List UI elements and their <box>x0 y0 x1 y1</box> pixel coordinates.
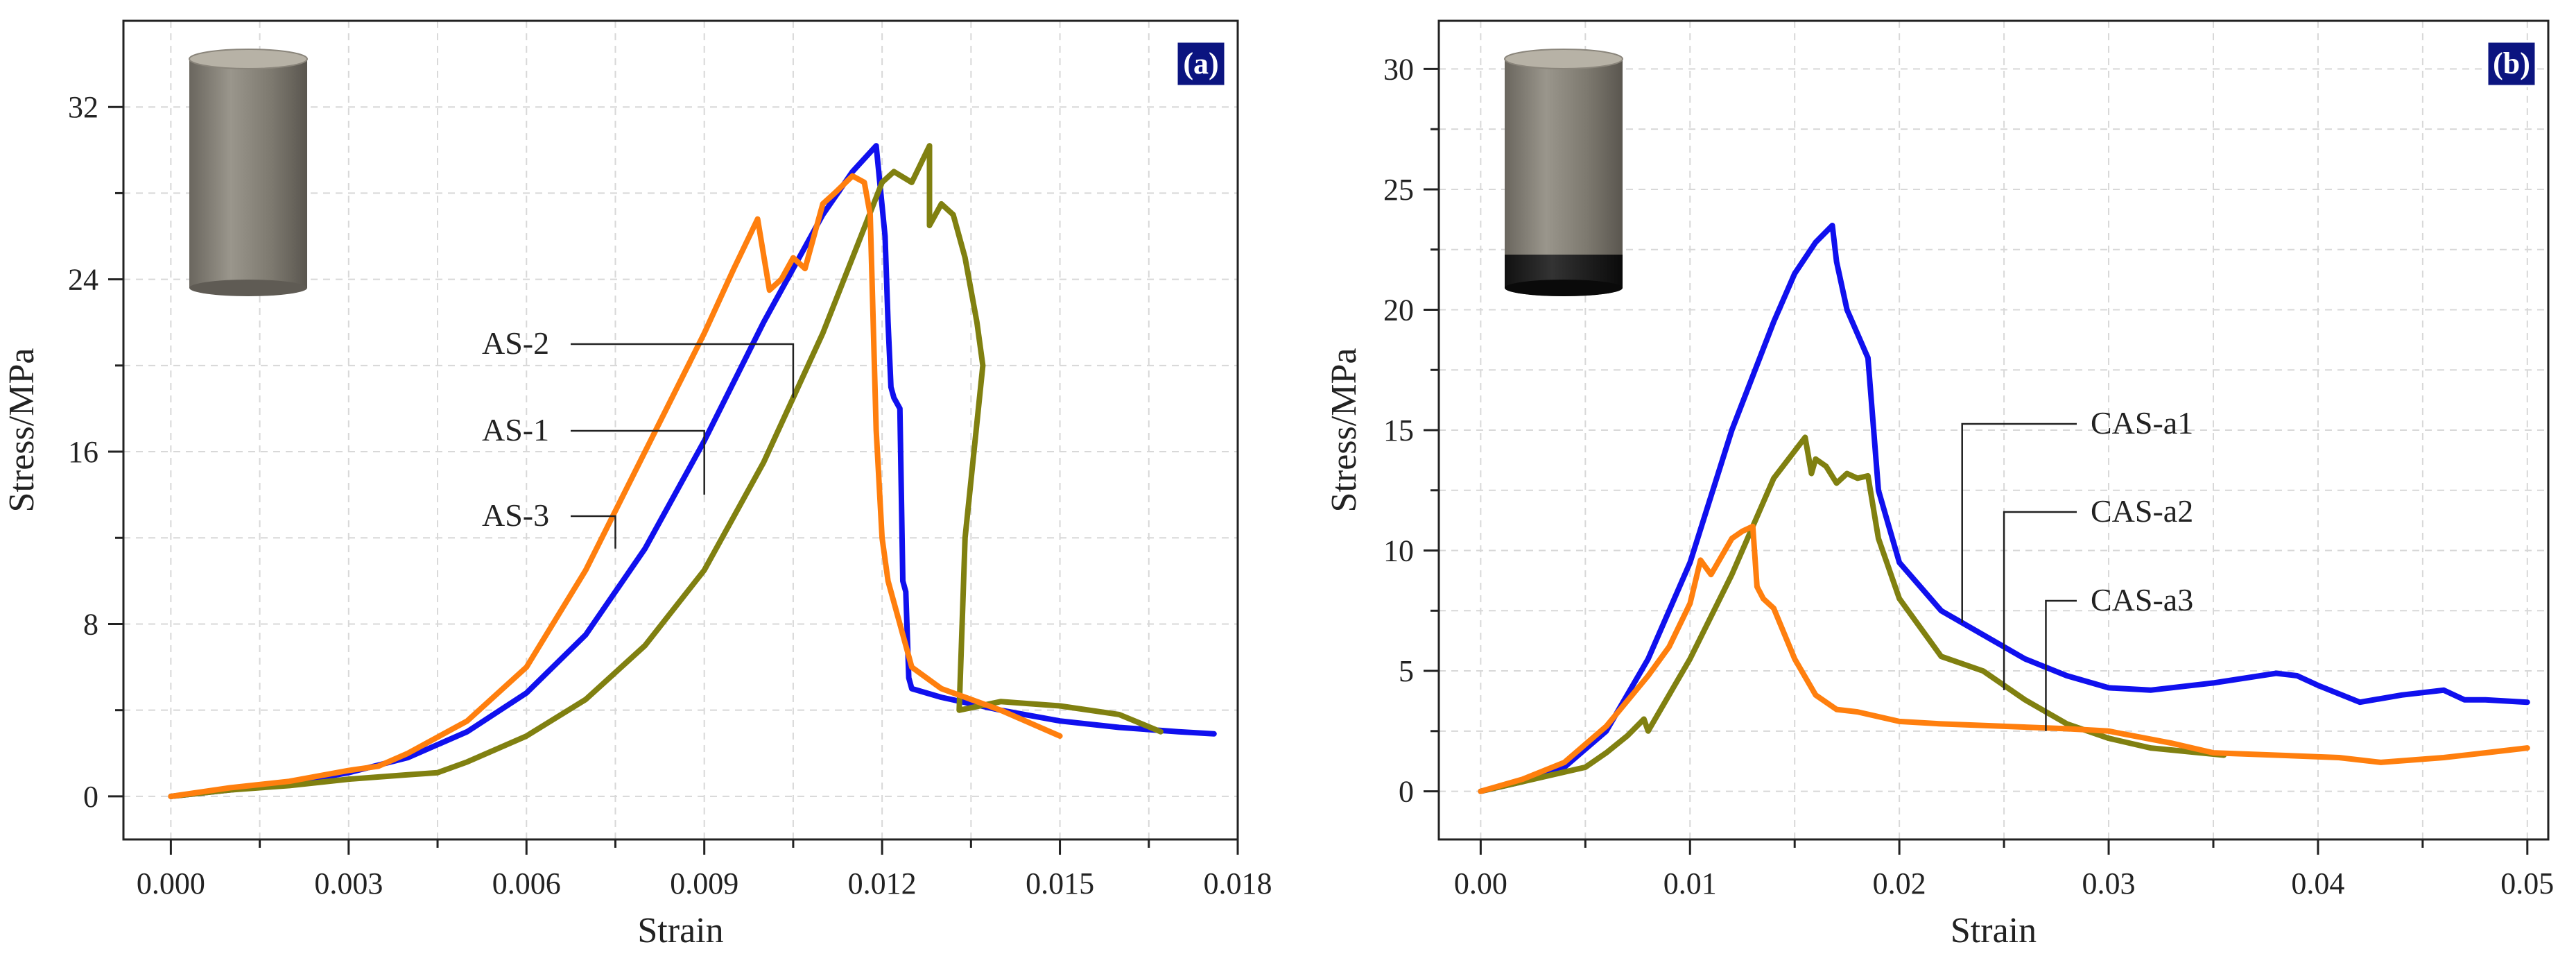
y-tick-label: 20 <box>1383 293 1414 327</box>
x-tick-label: 0.018 <box>1204 867 1272 900</box>
annotation-as-3: AS-3 <box>482 497 616 549</box>
panel-label: (b) <box>2493 46 2530 80</box>
y-tick-label: 16 <box>68 435 98 469</box>
axis-ticks: 0.000 0.003 0.006 0.009 0.012 0.015 0.018 0 8 16 2… <box>68 90 1272 900</box>
x-tick-label: 0.006 <box>492 867 561 900</box>
y-tick-label: 25 <box>1383 173 1414 207</box>
series-line-cas-a1 <box>1478 223 2530 794</box>
series-line-as-1 <box>168 143 1217 799</box>
x-axis-label: Strain <box>637 911 723 950</box>
annotation-cas-a1: CAS-a1 <box>1961 405 2193 623</box>
x-tick-label: 0.01 <box>1663 867 1717 900</box>
annotation-cas-a2: CAS-a2 <box>2003 493 2193 690</box>
x-tick-label: 0.03 <box>2082 867 2136 900</box>
annotation-leader-line <box>571 515 616 549</box>
y-tick-label: 5 <box>1399 654 1414 688</box>
cylinder-icon <box>189 49 308 296</box>
cylinder-body <box>1505 59 1623 288</box>
y-tick-label: 24 <box>68 263 98 297</box>
y-tick-label: 0 <box>1399 775 1414 809</box>
y-axis-label: Stress/MPa <box>1324 348 1364 513</box>
x-tick-label: 0.012 <box>848 867 917 900</box>
annotation-label: CAS-a1 <box>2091 405 2193 441</box>
annotation-as-1: AS-1 <box>482 412 705 495</box>
annotation-label: CAS-a2 <box>2091 493 2193 529</box>
plot-frame <box>122 19 1239 841</box>
annotation-label: AS-3 <box>482 497 549 533</box>
annotation-leader-line <box>1961 422 2077 623</box>
x-tick-label: 0.015 <box>1026 867 1094 900</box>
x-tick-label: 0.003 <box>314 867 383 900</box>
annotation-leader-line <box>2003 511 2077 690</box>
x-tick-label: 0.000 <box>137 867 205 900</box>
annotation-label: CAS-a3 <box>2091 582 2193 617</box>
y-tick-label: 10 <box>1383 534 1414 568</box>
y-axis-label: Stress/MPa <box>2 348 42 513</box>
y-tick-label: 0 <box>83 780 98 814</box>
coated-cylinder-icon <box>1504 49 1623 296</box>
x-tick-label: 0.00 <box>1454 867 1507 900</box>
panel-label-badge <box>2486 40 2537 87</box>
annotation-label: AS-2 <box>482 325 549 361</box>
series-line-cas-a3 <box>1478 523 2530 794</box>
panel-label: (a) <box>1183 46 1218 80</box>
x-tick-label: 0.02 <box>1873 867 1926 900</box>
annotation-label: AS-1 <box>482 412 549 447</box>
chart-panel-a: 0.000 0.003 0.006 0.009 0.012 0.015 0.018 0 8 16 2… <box>2 19 1272 950</box>
annotation-cas-a3: CAS-a3 <box>2045 582 2193 731</box>
y-tick-label: 8 <box>83 607 98 641</box>
series-line-as-2 <box>168 143 1164 799</box>
annotation-leader-line <box>2045 599 2077 731</box>
cylinder-top <box>1504 49 1623 69</box>
x-tick-label: 0.05 <box>2500 867 2554 900</box>
x-axis-label: Strain <box>1951 911 2037 950</box>
x-tick-label: 0.04 <box>2291 867 2344 900</box>
cylinder-bottom <box>189 280 307 296</box>
series-line-as-3 <box>168 173 1063 799</box>
cylinder-coating-bottom <box>1505 280 1623 296</box>
x-tick-label: 0.009 <box>670 867 738 900</box>
annotation-as-2: AS-2 <box>482 325 795 398</box>
gridlines <box>1439 21 2548 839</box>
y-tick-label: 32 <box>68 90 98 124</box>
annotation-leader-line <box>571 343 795 398</box>
panel-label-badge <box>1175 40 1227 87</box>
y-tick-label: 30 <box>1383 52 1414 86</box>
chart-panel-b: 0.00 0.01 0.02 0.03 0.04 0.05 0 5 10 15 20 25 30 Stra… <box>1324 19 2554 950</box>
annotation-leader-line <box>571 429 705 495</box>
y-tick-label: 15 <box>1383 413 1414 447</box>
axis-ticks: 0.00 0.01 0.02 0.03 0.04 0.05 0 5 10 15 20 25 30 <box>1383 52 2554 900</box>
cylinder-top <box>189 49 308 69</box>
cylinder-body <box>189 59 307 288</box>
